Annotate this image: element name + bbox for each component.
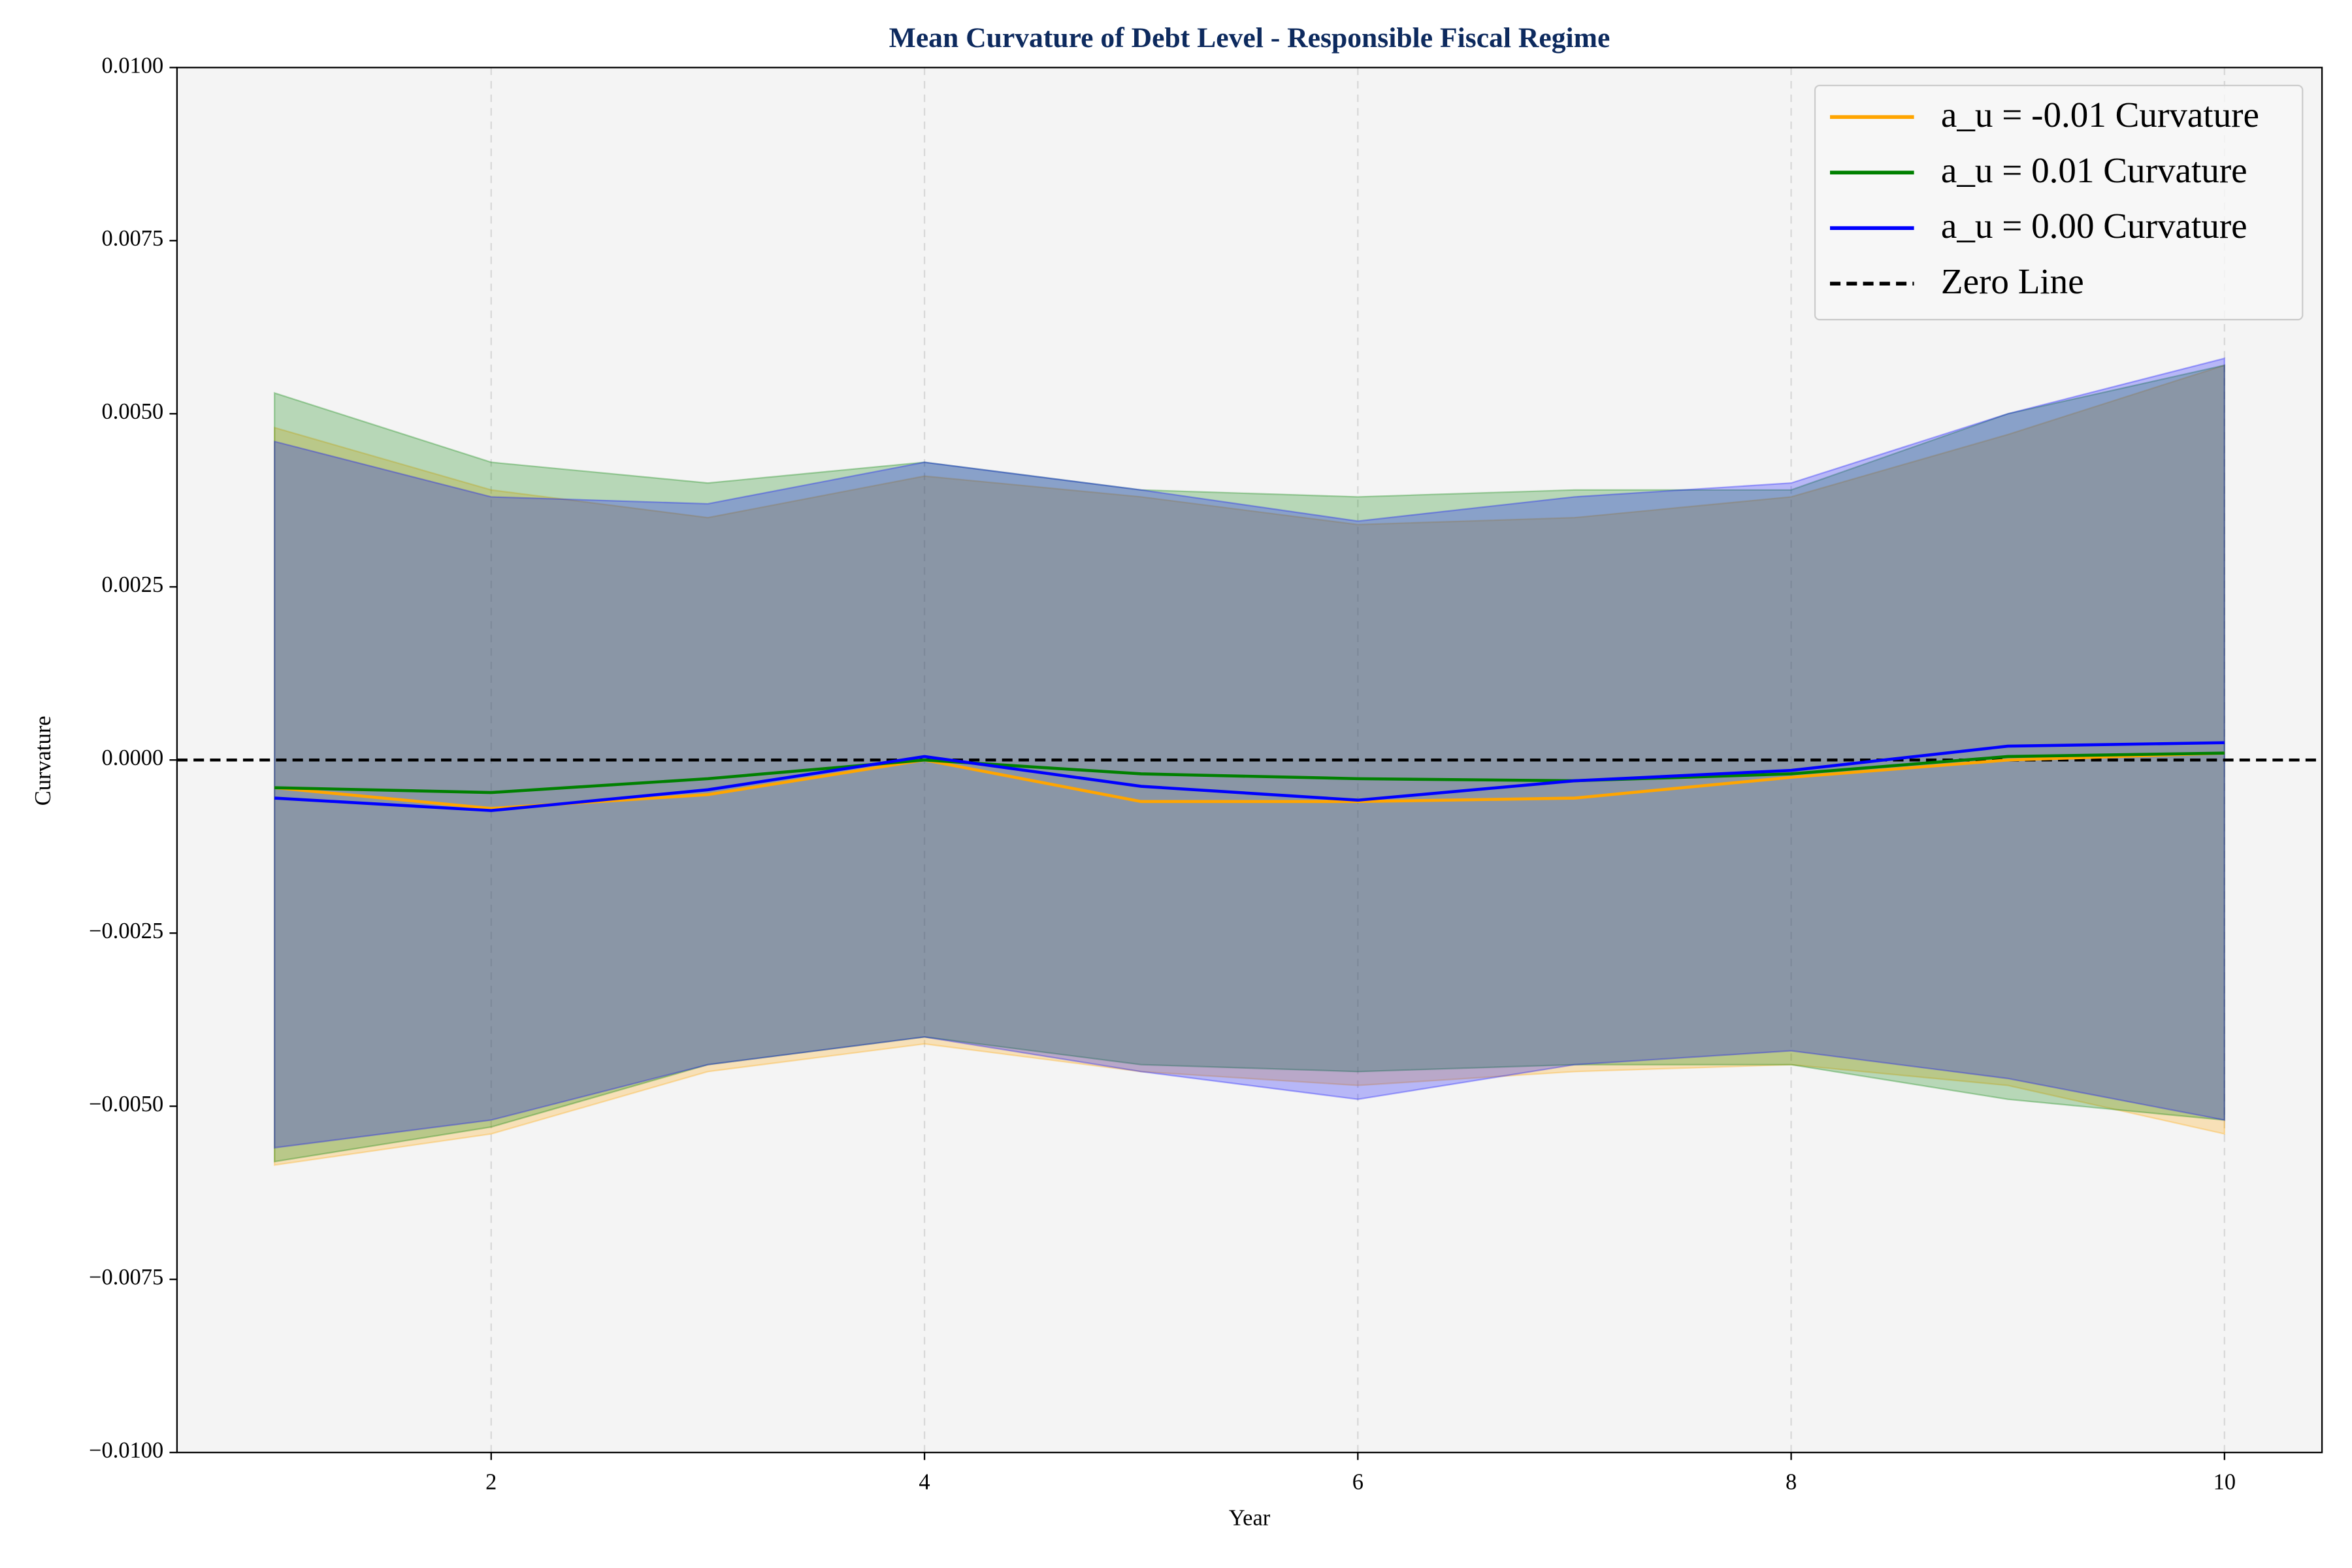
x-tick-label: 2 [485, 1469, 497, 1494]
legend-label: a_u = 0.00 Curvature [1941, 206, 2247, 246]
data-line [274, 741, 2225, 812]
legend-box [1814, 84, 2304, 321]
confidence-band [274, 357, 2225, 1149]
plot-frame [176, 67, 2323, 1454]
confidence-band [274, 364, 2225, 1163]
y-tick-label: −0.0050 [89, 1092, 163, 1117]
y-tick-label: 0.0025 [102, 572, 164, 597]
confidence-band [274, 364, 2225, 1166]
y-axis-label: Curvature [31, 716, 56, 806]
x-tick-label: 4 [919, 1469, 930, 1494]
y-tick-label: 0.0000 [102, 745, 164, 770]
legend: a_u = -0.01 Curvature a_u = 0.01 Curvatur… [1814, 84, 2304, 321]
y-tick-label: −0.0075 [89, 1265, 163, 1290]
x-tick-label: 8 [1786, 1469, 1797, 1494]
x-axis-label: Year [1229, 1505, 1271, 1530]
y-tick-label: 0.0100 [102, 53, 164, 78]
x-tick-label: 10 [2213, 1469, 2236, 1494]
legend-label: a_u = -0.01 Curvature [1941, 95, 2259, 135]
y-tick-label: −0.0025 [89, 919, 163, 943]
y-tick-label: −0.0100 [89, 1438, 163, 1463]
legend-label: Zero Line [1941, 261, 2084, 301]
data-line [274, 751, 2225, 794]
x-tick-label: 6 [1352, 1469, 1364, 1494]
y-tick-label: 0.0050 [102, 399, 164, 424]
chart-title: Mean Curvature of Debt Level - Responsib… [889, 22, 1610, 54]
legend-label: a_u = 0.01 Curvature [1941, 150, 2247, 190]
y-tick-label: 0.0075 [102, 226, 164, 251]
